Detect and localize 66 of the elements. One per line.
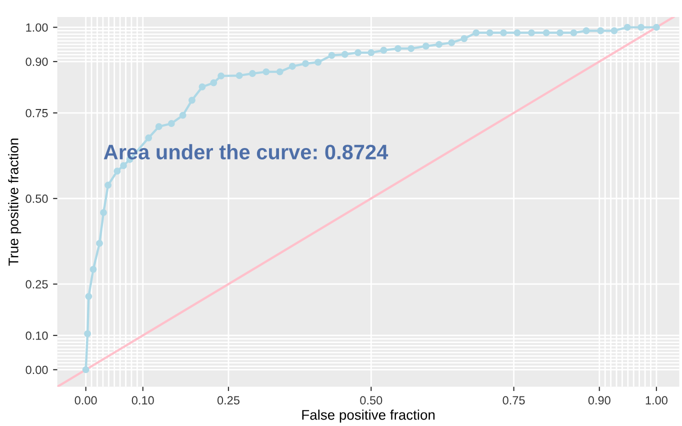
point — [198, 83, 206, 90]
y-tick-label: 0.00 — [26, 366, 48, 374]
y-tick-label: 1.00 — [26, 23, 48, 32]
point — [188, 96, 196, 104]
x-axis-title: False positive fraction — [302, 410, 435, 423]
point — [368, 49, 375, 56]
point — [408, 45, 415, 52]
x-tick-label: 0.75 — [502, 396, 525, 405]
point — [597, 27, 604, 34]
point — [328, 52, 336, 59]
point — [652, 24, 660, 31]
point — [436, 40, 443, 48]
point — [624, 24, 631, 31]
point — [145, 134, 152, 142]
y-tick-label: 0.75 — [26, 108, 48, 118]
x-tick-label: 1.00 — [646, 396, 668, 405]
point — [236, 72, 243, 80]
point — [84, 330, 92, 338]
y-axis-title: True positive fraction — [8, 138, 22, 266]
point — [341, 50, 348, 58]
point — [472, 29, 480, 36]
point — [120, 162, 127, 170]
x-tick-label: 0.90 — [588, 396, 610, 405]
point — [210, 79, 218, 86]
point — [354, 49, 362, 56]
point — [582, 27, 590, 34]
y-tick-label: 0.50 — [26, 194, 48, 203]
y-tick-label: 0.10 — [26, 331, 48, 340]
annotation: Area under the curve: 0.8724 — [104, 144, 388, 160]
point — [542, 29, 550, 36]
point — [394, 45, 402, 52]
point — [85, 292, 92, 300]
point — [422, 42, 430, 50]
point — [556, 29, 564, 36]
point — [248, 70, 256, 78]
point — [114, 168, 121, 175]
x-tick-label: 0.25 — [217, 396, 240, 405]
point — [528, 29, 535, 36]
point — [638, 24, 645, 31]
point — [460, 35, 468, 42]
point — [218, 72, 225, 80]
point — [179, 112, 186, 119]
point — [486, 29, 494, 36]
point — [155, 123, 162, 130]
point — [302, 60, 309, 68]
x-tick-label: 0.00 — [74, 396, 97, 405]
point — [96, 240, 103, 247]
point — [104, 182, 112, 189]
point — [90, 266, 97, 273]
point — [448, 39, 456, 46]
x-tick-label: 0.10 — [132, 396, 154, 405]
point — [100, 209, 107, 216]
point — [314, 58, 322, 66]
point — [262, 68, 270, 76]
y-tick-label: 0.90 — [26, 58, 48, 66]
x-tick-label: 0.50 — [360, 396, 382, 405]
y-tick-label: 0.25 — [26, 280, 48, 288]
point — [500, 29, 507, 36]
point — [168, 120, 175, 127]
point — [276, 68, 284, 76]
point — [570, 29, 578, 36]
point — [380, 46, 388, 54]
point — [288, 62, 296, 70]
point — [610, 27, 618, 34]
point — [514, 29, 521, 36]
point — [82, 366, 90, 374]
